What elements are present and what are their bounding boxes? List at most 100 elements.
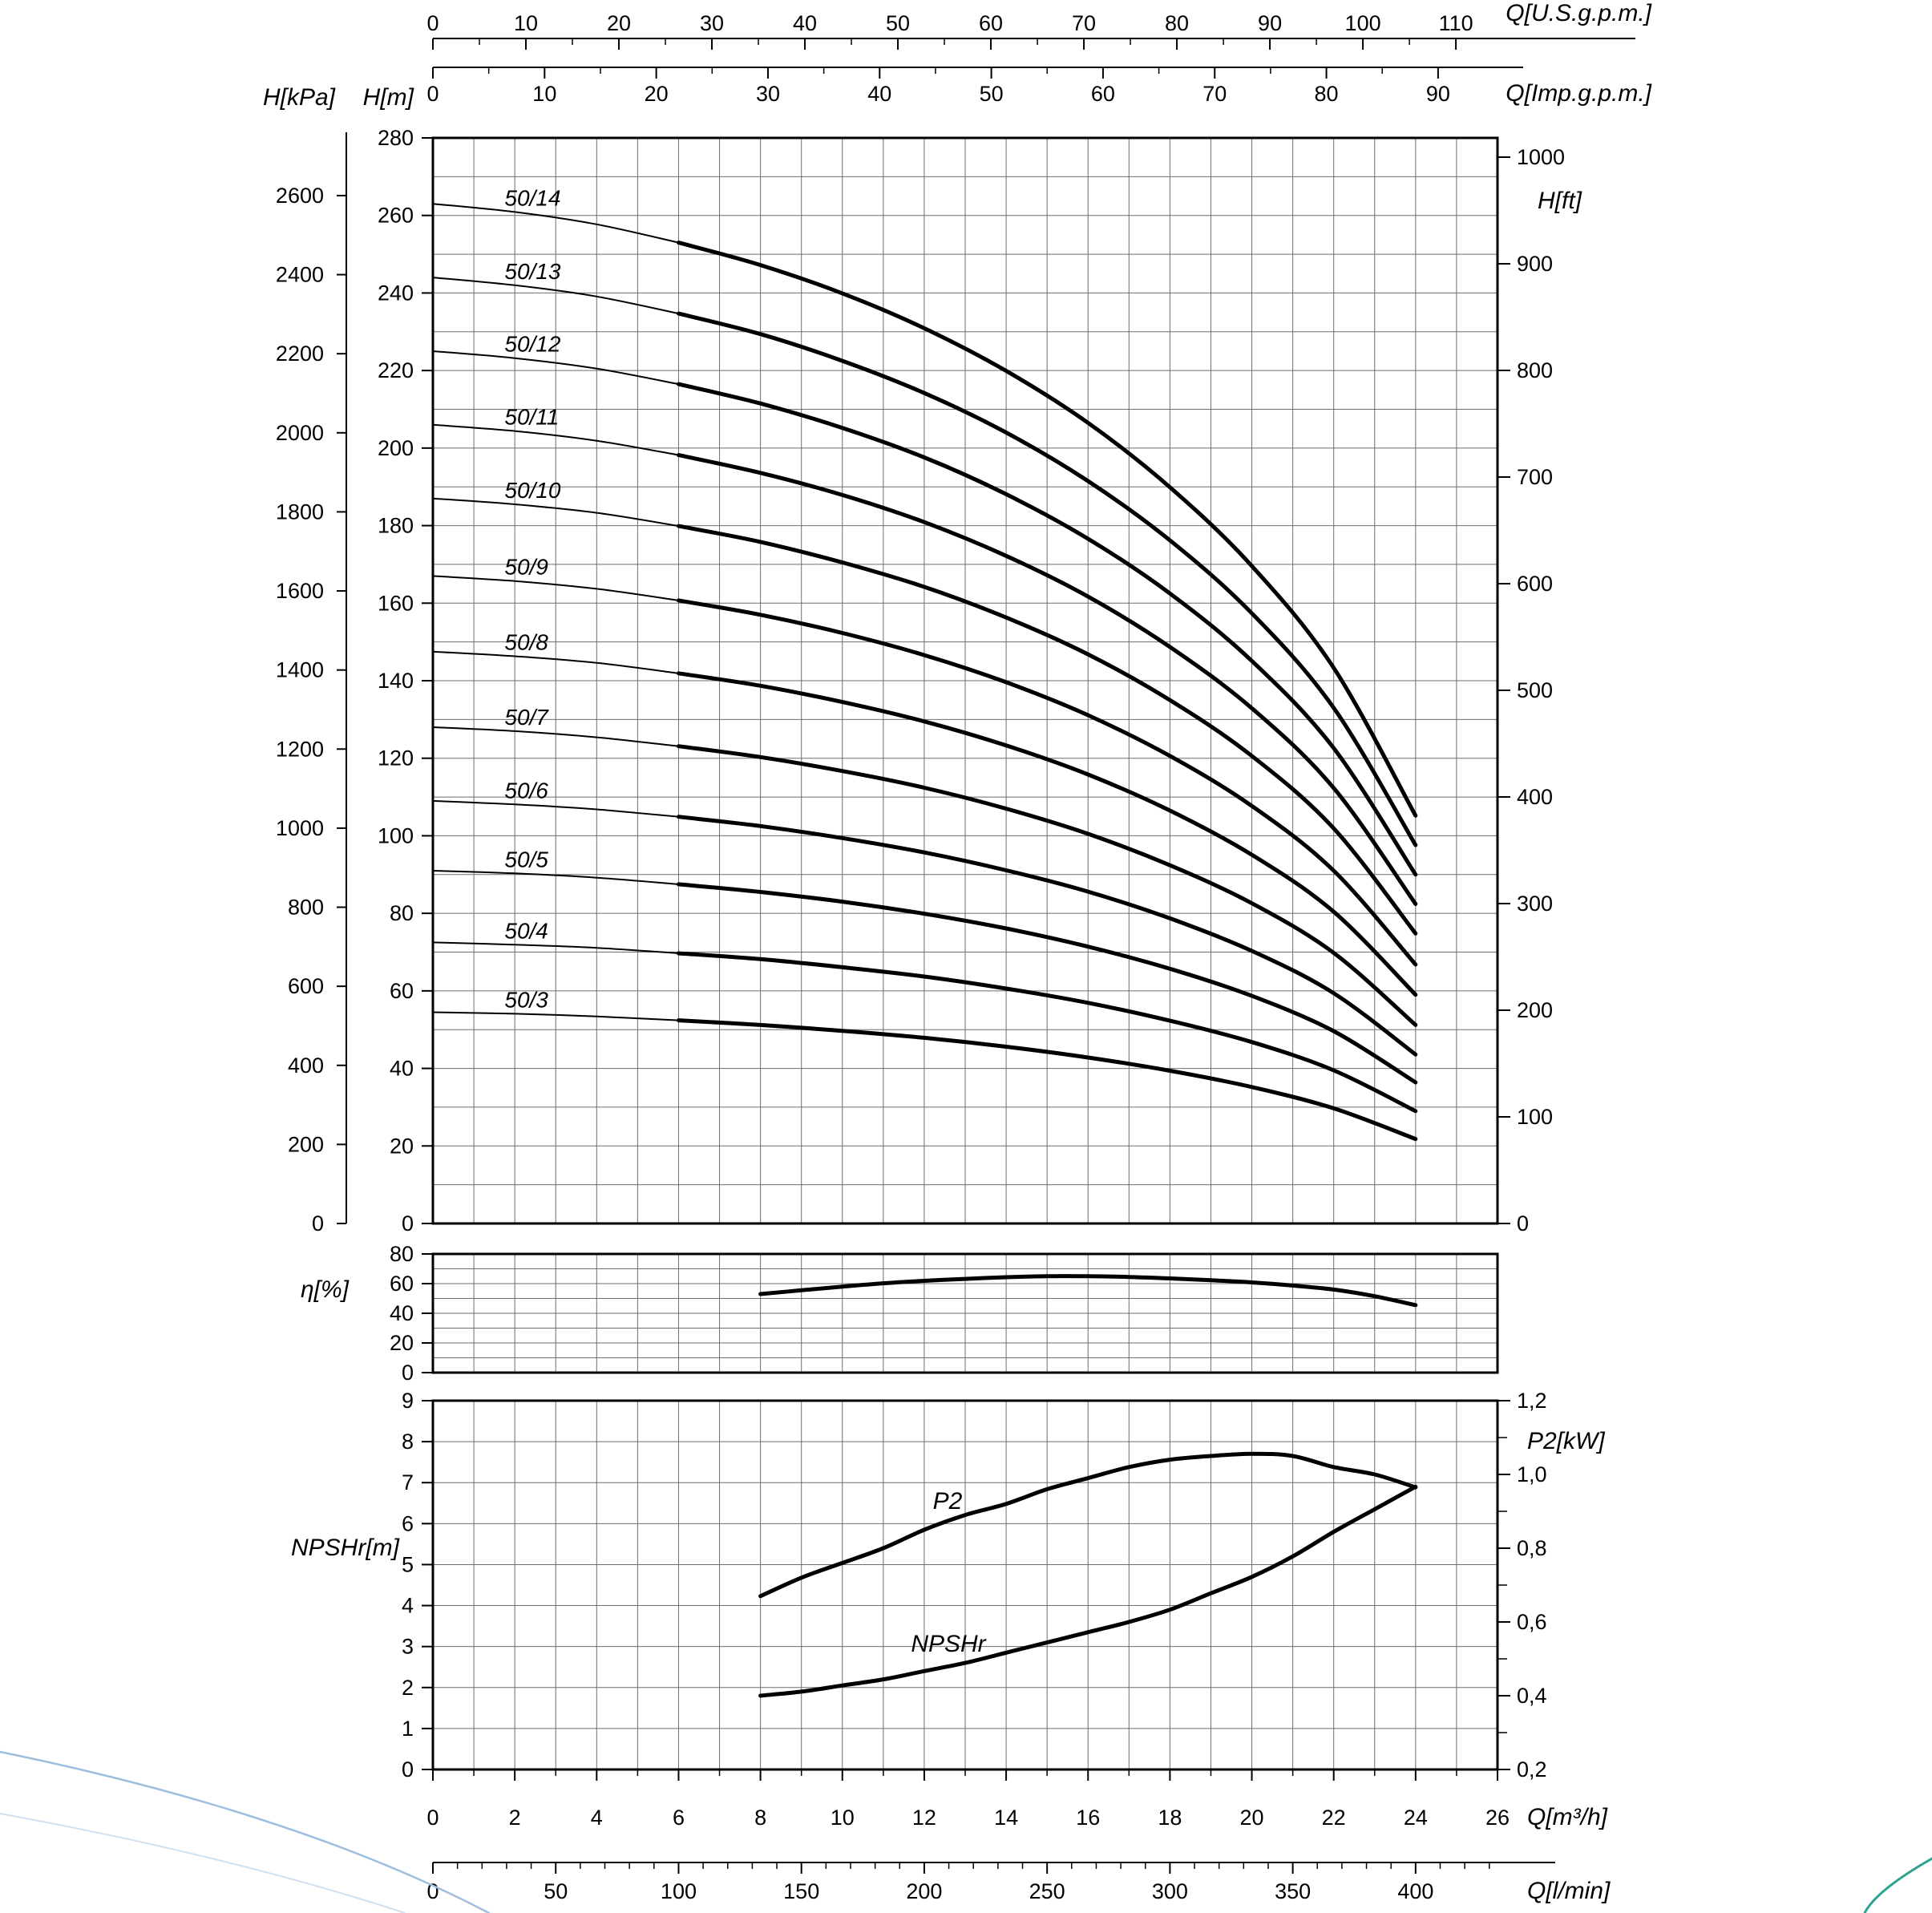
usgpm-tick-label: 10	[514, 11, 538, 35]
axis-title-eta: η[%]	[301, 1276, 350, 1303]
impgpm-tick-label: 0	[426, 82, 439, 106]
lmin-tick-label: 50	[544, 1879, 568, 1903]
p2-tick-label: 1,2	[1517, 1389, 1547, 1413]
h-m-tick-label: 240	[378, 281, 414, 305]
p2-tick-label: 0,6	[1517, 1610, 1547, 1634]
curve-label-50-7: 50/7	[504, 705, 549, 730]
m3h-tick-label: 20	[1240, 1806, 1264, 1830]
head-curve-thin-50-4	[432, 941, 680, 954]
m3h-tick-label: 12	[912, 1806, 936, 1830]
h-m-tick-label: 0	[402, 1211, 414, 1236]
h-ft-tick-label: 600	[1517, 572, 1553, 596]
head-curve-50-10	[677, 524, 1418, 936]
npshr-tick-label: 8	[402, 1430, 414, 1454]
decor-swoosh-teal	[1863, 1857, 1932, 1913]
usgpm-tick-label: 0	[426, 11, 439, 35]
head-curve-thin-50-3	[432, 1011, 680, 1021]
npshr-tick-label: 9	[402, 1389, 414, 1413]
head-curve-thin-50-9	[432, 575, 680, 601]
axis-title-m3h: Q[m³/h]	[1527, 1804, 1608, 1830]
npshr-p2-chart: 0 1 2 3 4 5 6 7 8 9 NPSHr[m] 0,2 0,4 0,6 0,8 1,0 1,2 P2[k…	[291, 1389, 1605, 1782]
axis-title-p2: P2[kW]	[1527, 1428, 1605, 1454]
curve-label-50-10: 50/10	[504, 478, 560, 503]
curve-label-50-6: 50/6	[504, 778, 548, 803]
h-kpa-tick-label: 2400	[276, 263, 324, 287]
head-curve-50-12	[677, 382, 1418, 877]
h-ft-tick-label: 900	[1517, 252, 1553, 276]
h-kpa-tick-label: 2600	[276, 184, 324, 208]
eta-tick-label: 60	[390, 1272, 414, 1296]
m3h-tick-label: 10	[831, 1806, 855, 1830]
impgpm-tick-label: 90	[1426, 82, 1450, 106]
h-m-tick-label: 20	[390, 1134, 414, 1158]
usgpm-tick-label: 60	[979, 11, 1003, 35]
h-m-tick-label: 120	[378, 746, 414, 770]
h-m-tick-label: 220	[378, 358, 414, 382]
h-ft-tick-label: 300	[1517, 892, 1553, 916]
eta-tick-label: 20	[390, 1331, 414, 1355]
impgpm-tick-label: 20	[645, 82, 669, 106]
impgpm-tick-label: 30	[756, 82, 780, 106]
axis-title-h-ft: H[ft]	[1538, 188, 1582, 214]
usgpm-tick-label: 20	[607, 11, 631, 35]
eta-tick-label: 40	[390, 1301, 414, 1325]
m3h-tick-label: 16	[1076, 1806, 1100, 1830]
head-curve-thin-50-14	[432, 203, 680, 244]
head-curve-50-6	[677, 815, 1418, 1057]
h-ft-tick-label: 400	[1517, 785, 1553, 809]
impgpm-tick-label: 10	[532, 82, 556, 106]
h-kpa-tick-label: 1800	[276, 499, 324, 524]
eta-tick-label: 80	[390, 1242, 414, 1266]
npshr-tick-label: 3	[402, 1635, 414, 1659]
p2-tick-label: 1,0	[1517, 1462, 1547, 1486]
npshr-curve	[758, 1484, 1418, 1698]
head-curve-50-7	[677, 744, 1418, 1027]
npshr-tick-label: 6	[402, 1511, 414, 1535]
usgpm-tick-label: 80	[1165, 11, 1189, 35]
curve-label-50-13: 50/13	[504, 259, 560, 284]
head-curve-50-11	[677, 453, 1418, 906]
lmin-tick-label: 300	[1152, 1879, 1188, 1903]
curve-label-50-5: 50/5	[504, 847, 548, 872]
axis-title-npshr: NPSHr[m]	[291, 1535, 400, 1561]
bottom-flow-axes: 0 2 4 6 8 10 12 14 16 18 20 22 24 26 Q[m³/h]0 50 100 150 2…	[426, 1769, 1611, 1904]
npshr-tick-label: 4	[402, 1594, 414, 1618]
h-kpa-tick-label: 800	[288, 896, 324, 920]
h-m-tick-label: 40	[390, 1057, 414, 1081]
lmin-tick-label: 0	[426, 1879, 439, 1903]
curve-label-p2: P2	[933, 1488, 963, 1515]
h-ft-tick-label: 700	[1517, 465, 1553, 489]
head-curve-50-8	[677, 671, 1418, 997]
decor-swoosh-blue	[0, 1750, 491, 1913]
h-kpa-tick-label: 1400	[276, 658, 324, 682]
head-curve-50-9	[677, 598, 1418, 967]
m3h-tick-label: 22	[1322, 1806, 1346, 1830]
curve-label-50-11: 50/11	[504, 405, 559, 430]
npshr-tick-label: 2	[402, 1676, 414, 1700]
h-kpa-tick-label: 2200	[276, 342, 324, 366]
eta-tick-label: 0	[402, 1361, 414, 1385]
impgpm-tick-label: 60	[1091, 82, 1115, 106]
usgpm-tick-label: 30	[700, 11, 724, 35]
m3h-tick-label: 14	[994, 1806, 1018, 1830]
decor-swoosh-blue-light	[0, 1813, 406, 1913]
h-kpa-tick-label: 200	[288, 1132, 324, 1156]
usgpm-tick-label: 50	[886, 11, 910, 35]
efficiency-chart: 0 20 40 60 80 η[%]	[301, 1242, 1499, 1385]
h-m-tick-label: 80	[390, 901, 414, 925]
axis-title-usgpm: Q[U.S.g.p.m.]	[1506, 0, 1651, 26]
head-curve-thin-50-8	[432, 650, 680, 674]
head-curve-50-14	[677, 241, 1418, 818]
h-ft-tick-label: 200	[1517, 998, 1553, 1022]
curve-label-50-3: 50/3	[504, 987, 548, 1012]
head-curve-thin-50-13	[432, 277, 680, 315]
h-kpa-tick-label: 1600	[276, 579, 324, 603]
decorations	[0, 1750, 1932, 1913]
h-m-tick-label: 100	[378, 823, 414, 847]
m3h-tick-label: 4	[591, 1806, 603, 1830]
head-curves: 50/14 50/13 50/12 50/11 50/10 50/9 50/8 50/7 50/…	[432, 185, 1418, 1142]
curve-label-50-12: 50/12	[504, 332, 560, 357]
h-kpa-tick-label: 2000	[276, 421, 324, 445]
